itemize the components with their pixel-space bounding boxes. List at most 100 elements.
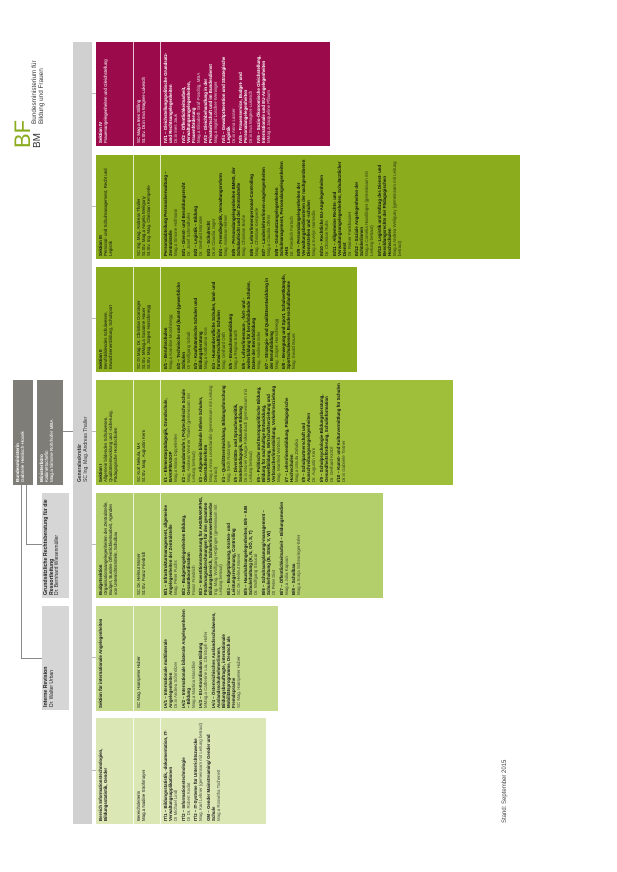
section-heads: SC Dr. Helmut Moser St.Stv. Franz Friedri…: [134, 493, 160, 598]
unit-head: Dr. Josef Schmidhofer: [185, 212, 191, 256]
unit-title: II/8 – Bewegung und Sport, Schulwettkämp…: [281, 274, 292, 369]
section-head-name: St.Stv. Ing. Mag. Christian Kemperle: [146, 185, 151, 256]
cabinet-name: Mag.a Simone Rohrhofer MBA: [49, 419, 55, 482]
unit-title: II/4 – Humanberufliche Schulen, land- un…: [210, 281, 221, 369]
unit-head: MMag.a Jacqueline Pflaum: [265, 90, 271, 143]
section-heads: SC Kurt Nekula, MA St.Stv. Mag. Augustin …: [134, 380, 160, 485]
unit-item: III/1 – Dienst- und Besoldungsrecht Dr. …: [181, 158, 191, 256]
unit-item: III/6 – Lehrer/innenpersonal-Controlling…: [249, 158, 259, 256]
unit-title: I/9 – Schulpsychologie-Bildungsberatung,…: [318, 394, 329, 482]
unit-head: Dr.in Anna Lasser: [230, 108, 236, 143]
unit-head: Dr. Friedrich Fortsch: [288, 216, 294, 256]
unit-item: B/6 – Schulraumplanung/-management – Sch…: [261, 496, 276, 595]
unit-item: II/5 – Erwachsenenbildung Mag.a Regina B…: [228, 270, 238, 369]
unit-item: B/8 – Schulbau Mag.a Sonja Scheuringer-E…: [291, 496, 301, 595]
section-header: Sektion für internationale Angelegenheit…: [96, 606, 133, 711]
unit-title: I/1 – Elementarpädagogik, Grundschule, B…: [163, 398, 173, 482]
unit-head: Mag.a Ursula Zahalka: [293, 439, 299, 482]
cabinet-box: Ministerbüro Kabinettschefin Mag.a Simon…: [37, 380, 63, 485]
unit-title: IV/2 – Öffentlichkeitsarbeit, Verwaltung…: [180, 81, 196, 143]
unit-head: Mag. Christian Kemperle: [253, 207, 259, 256]
section-units: I/1 – Elementarpädagogik, Grundschule, B…: [161, 380, 453, 485]
unit-head: DI Dr. Robert Kodat: [185, 782, 191, 821]
unit-title: IA/2 – Internationale bilaterale Angeleg…: [180, 609, 191, 708]
unit-item: IA/2 – Internationale bilaterale Angeleg…: [181, 609, 196, 708]
minister-name: Gabriele Heinisch-Hosek: [20, 431, 26, 482]
unit-head: Mag.a Andrea Weilguny (gemeinsam mit Lei…: [391, 161, 402, 256]
section-heads: SC Mag. Hanspeter Huber: [134, 606, 160, 711]
status-date: Stand: September 2015: [502, 759, 508, 823]
section-iii-box: Sektion III Personal- und Schulmanagemen…: [96, 155, 520, 259]
unit-title: III/12 – Soziale Angelegenheiten der Sch…: [354, 181, 365, 256]
unit-head: Dr. Rainer Fankhauser: [346, 211, 352, 256]
unit-head: Ing. Mag. Wolfgang Höglinger (gemeinsam …: [213, 504, 224, 595]
unit-title: II/7 – Strategie- und Qualitätsentwicklu…: [263, 278, 274, 369]
unit-title: I/8 – Schulpartnerschaft und Ausschreibu…: [301, 412, 312, 482]
unit-head: Mag. Peter Fuchs: [173, 560, 178, 595]
unit-head: Mag.a Karoline Moschinegg: [168, 314, 173, 369]
unit-head: DI Peter Diot: [270, 569, 276, 595]
unit-item: Personalabteilung Personalverwaltung – Z…: [163, 158, 178, 256]
section-head-name: Mag.a Nadine Strohmayer: [141, 769, 146, 821]
unit-head: Dr. Gerhard Krötzl: [328, 446, 334, 482]
unit-item: B/2 – Budgetangelegenheiten Bildung, Ges…: [181, 496, 196, 595]
unit-head: Dr.in Gabriele Tintner: [341, 440, 347, 483]
unit-title: IV/6 – Sozio-Ökonomische Gleichstellung,…: [255, 55, 266, 143]
unit-title: III/13 – Legistik und Vollzug des Dienst…: [376, 164, 392, 256]
general-secretary: Generalsekretär SC Ing. Mag. Andreas Tha…: [77, 382, 89, 483]
unit-item: IT/2 – Informationstechnologie DI Dr. Ro…: [181, 721, 191, 821]
unit-title: II/6 – Lehrer/innenaus-, -fort- und -wei…: [240, 281, 256, 369]
unit-title: III/9 – Personalangelegenheiten der Verw…: [296, 159, 312, 256]
connector-line: [26, 485, 27, 545]
unit-title: IV/1 – Gleichstellungspolitische Grundsa…: [163, 52, 173, 143]
logo-line-1: Bundesministerium für: [31, 60, 38, 124]
section-head-name: St.Stv. Mag. Jürgen Horschinegg: [146, 304, 151, 369]
unit-item: III/8 – Grundsatzangelegenheiten Schulma…: [274, 158, 294, 256]
section-subtitle: Frauenangelegenheiten und Gleichstellung: [103, 59, 108, 143]
unit-item: II/2 – Technische und (kunst-)gewerblich…: [176, 270, 191, 369]
unit-item: IA/4 – Österreichisches Auslandsschulwes…: [211, 609, 241, 709]
internal-audit-name: Dr. Walter Urban: [48, 669, 55, 707]
unit-item: IT/3 – IT-Systeme für Unterrichtszwecke …: [193, 721, 203, 821]
section-units: IV/1 – Gleichstellungspolitische Grundsa…: [161, 42, 330, 146]
section-subtitle: Allgemein bildendes Schulwesen, Qualität…: [103, 410, 118, 482]
unit-item: IV/3 – Gleichbehandlung in der Privatwir…: [203, 45, 218, 143]
unit-item: I/2 – Sekundarstufe I, Polytechnische Sc…: [181, 383, 196, 482]
unit-title: IV/3 – Gleichbehandlung in der Privatwir…: [203, 64, 214, 143]
unit-item: IT/1 – Bildungsstatistik, -dokumentation…: [163, 721, 178, 821]
section-header: Sektion I Allgemein bildendes Schulwesen…: [96, 380, 133, 485]
unit-head: Mag. Jürgen Horschinegg: [273, 318, 279, 369]
section-units: IA/1 – Internationale multilaterale Ange…: [161, 606, 278, 711]
legal-advice-name: Dr. Bernhard Wiesenmüller: [54, 534, 61, 595]
it-division-box: Bereich Informationstechnologien, Bildun…: [96, 718, 266, 824]
unit-item: B/7 – Öffentlichkeitsarbeit – Bildungsme…: [279, 496, 289, 595]
unit-title: I/6 – Politische und Europapolitische Bi…: [255, 385, 276, 482]
unit-head: Mag. Erich Ratzinger: [225, 441, 231, 482]
unit-item: III/7 – Landeslehrer/innen-angelegenheit…: [261, 158, 271, 256]
unit-item: II/7 – Strategie- und Qualitätsentwicklu…: [264, 270, 279, 369]
unit-item: III/2 – Legistik – Bildung Dr. Gerhard M…: [193, 158, 203, 256]
unit-title: IV/4 – Gewaltprävention und Strategische…: [220, 56, 231, 143]
section-head-name: St.Stv. Mag. Augustin Kern: [141, 429, 146, 482]
unit-title: B/6 – Schulraumplanung/-management – Sch…: [260, 510, 271, 595]
logo-bf: BF: [10, 119, 35, 148]
logo-line-2: Bildung und Frauen: [38, 68, 45, 124]
unit-item: IV/6 – Sozio-Ökonomische Gleichstellung,…: [256, 45, 271, 143]
unit-head: Mag.a Claudia Ohms: [266, 214, 272, 256]
minister-box: Bundesministerin Gabriele Heinisch-Hosek: [13, 380, 33, 485]
section-iv-box: Sektion IV Frauenangelegenheiten und Gle…: [96, 42, 330, 146]
unit-head: DI Michael Lindl: [173, 789, 178, 821]
section-subtitle: Personal- und Schulmanagement, Recht und…: [103, 168, 113, 256]
unit-head: Mag. Gerhard Orth: [220, 332, 226, 369]
section-ii-box: Sektion II Berufsbildendes Schulwesen, E…: [96, 267, 357, 372]
connector-line: [21, 658, 42, 659]
budget-section-box: Budgetsektion Organisationsangelegenheit…: [96, 493, 383, 598]
unit-head: Dr.in Claudia Jager: [210, 218, 216, 256]
unit-item: III/4 – Fremdlegistik, Verwaltungsreform…: [218, 158, 228, 256]
unit-title: Personalabteilung Personalverwaltung – Z…: [163, 171, 173, 256]
unit-item: IA/3 – EU-Koordination Bildung MMag.a Ca…: [198, 609, 208, 708]
logo-bm: BM: [32, 133, 43, 148]
unit-title: II/2 – Technische und (kunst-)gewerblich…: [175, 282, 186, 369]
section-title: Sektion für internationale Angelegenheit…: [98, 618, 103, 708]
